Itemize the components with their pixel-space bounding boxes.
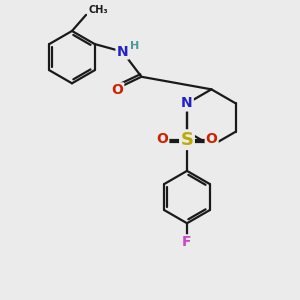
Text: O: O bbox=[156, 132, 168, 146]
Text: N: N bbox=[116, 45, 128, 58]
Text: O: O bbox=[111, 83, 123, 98]
Text: N: N bbox=[181, 96, 193, 110]
Text: F: F bbox=[182, 236, 192, 249]
Text: CH₃: CH₃ bbox=[88, 5, 108, 15]
Text: S: S bbox=[181, 131, 194, 149]
Text: H: H bbox=[130, 40, 140, 51]
Text: O: O bbox=[206, 132, 218, 146]
